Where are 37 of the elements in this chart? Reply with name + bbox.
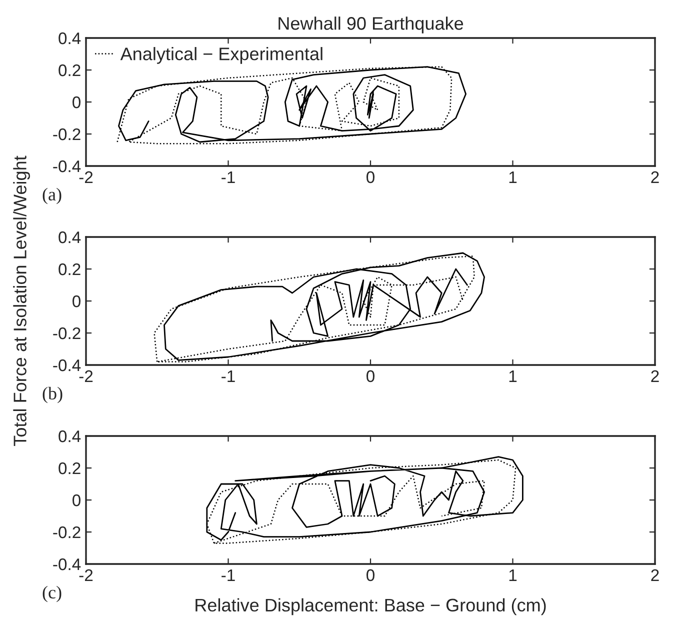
y-tick-label: -0.2 [53, 327, 80, 340]
y-tick-label: 0.2 [58, 263, 80, 276]
x-tick-label: 1 [509, 569, 517, 581]
y-tick-label: 0 [72, 295, 80, 308]
x-tick-label: -2 [79, 370, 93, 382]
y-tick-label: 0.4 [58, 231, 81, 244]
x-tick-label: -1 [222, 171, 235, 183]
y-tick-label: 0.2 [58, 462, 80, 474]
y-tick-label: 0.4 [58, 430, 81, 442]
x-tick-label: -2 [79, 569, 93, 581]
x-tick-label: 0 [366, 370, 374, 382]
x-tick-label: 2 [651, 569, 659, 581]
x-tick-label: 2 [651, 370, 659, 382]
y-axis-title: Total Force at Isolation Level/Weight [13, 156, 30, 446]
x-tick-label: -1 [222, 370, 235, 382]
chart-title: Newhall 90 Earthquake [278, 16, 464, 34]
y-tick-label: -0.2 [53, 526, 80, 538]
y-tick-label: 0 [72, 494, 80, 506]
y-tick-label: -0.4 [53, 160, 81, 172]
y-tick-label: -0.2 [53, 128, 80, 140]
y-tick-label: 0 [72, 96, 80, 108]
x-tick-label: -1 [222, 569, 235, 581]
y-tick-label: 0.2 [58, 64, 80, 76]
x-tick-label: 0 [366, 569, 374, 582]
x-axis-title: Relative Displacement: Base − Ground (cm) [196, 598, 546, 616]
x-tick-label: 1 [509, 171, 517, 183]
y-tick-label: -0.4 [53, 359, 81, 372]
y-tick-label: 0.4 [58, 32, 81, 44]
x-tick-label: -2 [79, 171, 93, 183]
x-tick-label: 0 [366, 171, 374, 184]
y-tick-label: -0.4 [53, 558, 81, 570]
text: (c) [42, 586, 62, 602]
text: (a) [42, 188, 62, 204]
legend-label: Analytical − Experimental [120, 47, 322, 64]
x-tick-label: 2 [651, 171, 659, 183]
text: (b) [42, 386, 62, 404]
x-tick-label: 1 [509, 370, 517, 382]
